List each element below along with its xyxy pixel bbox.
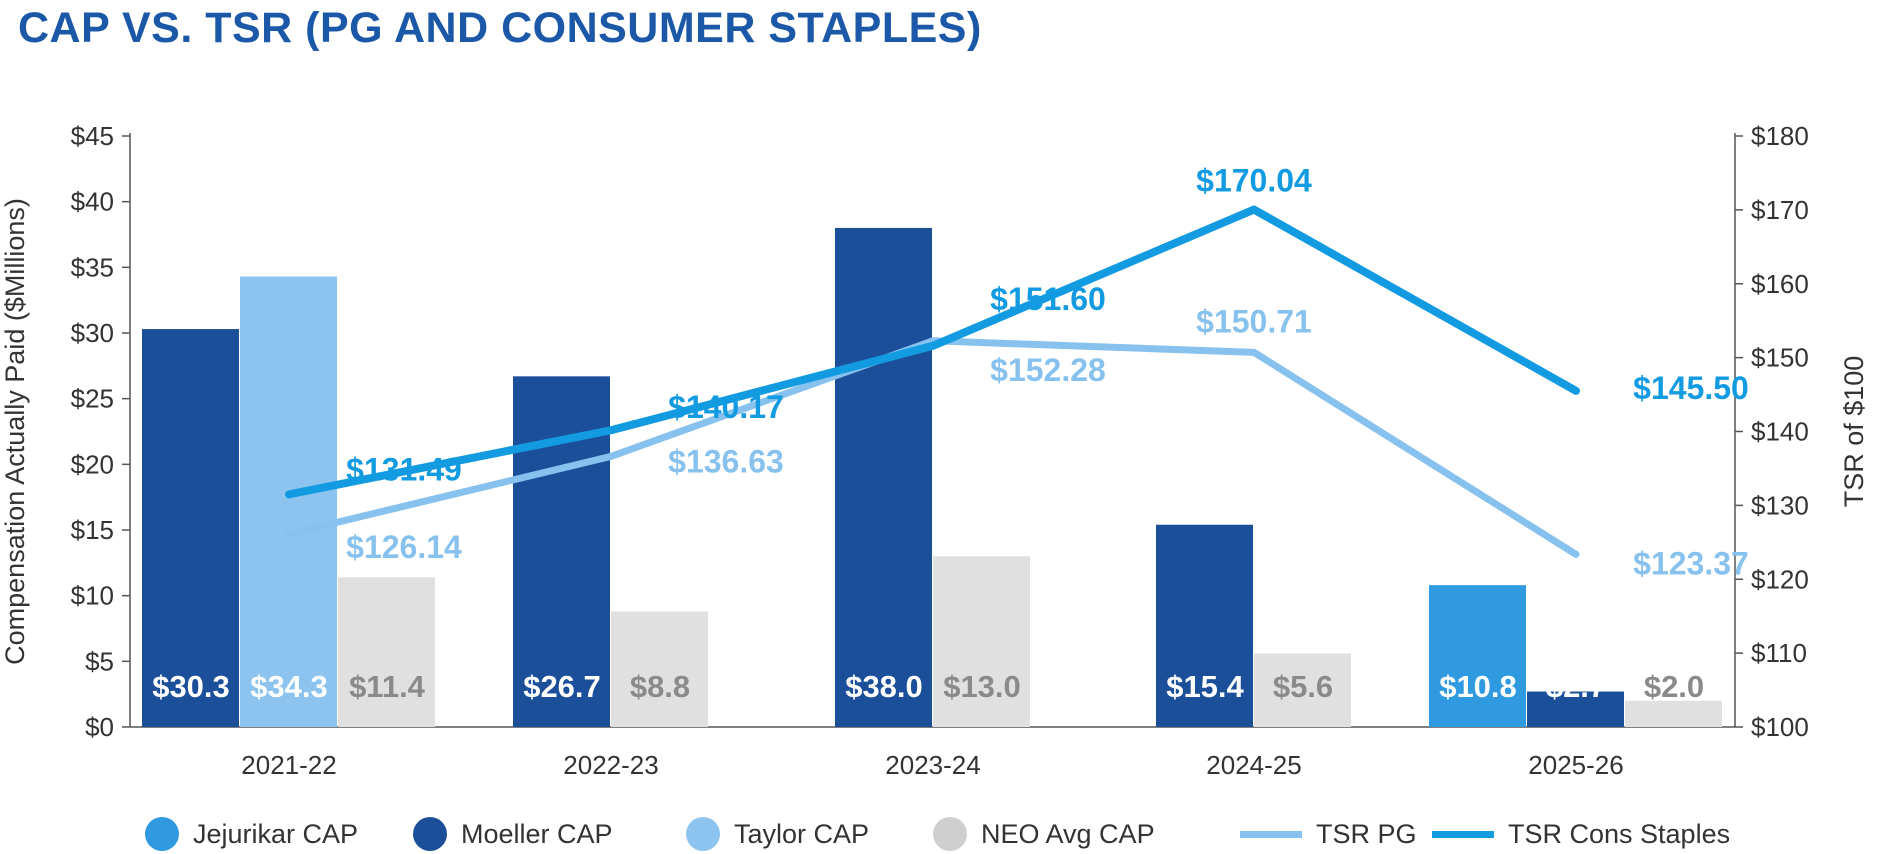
bar-neo-avg <box>338 577 435 727</box>
line-data-label-tsr-cons-staples: $131.49 <box>346 451 462 487</box>
left-axis-tick-label: $15 <box>71 515 114 545</box>
right-axis-tick-label: $120 <box>1751 564 1809 594</box>
legend-swatch-moeller <box>413 817 447 851</box>
legend-item-taylor: Taylor CAP <box>686 814 869 854</box>
left-axis-tick-label: $45 <box>71 121 114 151</box>
right-axis-tick-label: $140 <box>1751 417 1809 447</box>
legend-swatch-taylor <box>686 817 720 851</box>
bar-value-label-moeller: $38.0 <box>845 669 923 704</box>
legend-swatch-tsr-cons-staples <box>1432 830 1494 838</box>
chart-title: CAP VS. TSR (PG AND CONSUMER STAPLES) <box>18 4 982 52</box>
bar-moeller <box>142 329 239 727</box>
legend-label-taylor: Taylor CAP <box>734 818 870 849</box>
right-axis-tick-label: $130 <box>1751 490 1809 520</box>
x-axis-category-label: 2024-25 <box>1206 750 1301 780</box>
cap-vs-tsr-chart: $0 $5 $10 $15 $20 $25 $30 $35 $40 $45 $100 $110 $120… <box>0 121 1869 780</box>
left-axis-tick-label: $5 <box>85 646 114 676</box>
bar-value-label-neo-avg: $5.6 <box>1273 669 1333 704</box>
bar-value-label-neo-avg: $11.4 <box>349 669 426 704</box>
bar-value-label-neo-avg: $8.8 <box>630 669 690 704</box>
line-tsr-pg <box>285 337 1580 558</box>
bar-neo-avg <box>611 611 708 727</box>
left-axis-tick-label: $40 <box>71 187 114 217</box>
legend-label-moeller: Moeller CAP <box>461 818 613 849</box>
left-axis-title: Compensation Actually Paid ($Millions) <box>0 198 30 665</box>
line-data-label-tsr-pg: $152.28 <box>990 352 1106 388</box>
bar-neo-avg <box>933 556 1030 727</box>
bar-value-label-neo-avg: $2.0 <box>1644 669 1704 704</box>
legend-swatch-neo-avg <box>933 817 967 851</box>
bar-value-label-moeller: $15.4 <box>1166 669 1244 704</box>
legend-item-tsr-cons-staples: TSR Cons Staples <box>1432 814 1730 854</box>
line-data-label-tsr-cons-staples: $151.60 <box>990 281 1106 317</box>
legend-label-neo-avg: NEO Avg CAP <box>981 818 1155 849</box>
legend-item-tsr-pg: TSR PG <box>1240 814 1417 854</box>
bar-moeller <box>1527 691 1624 727</box>
line-data-label-tsr-pg: $150.71 <box>1196 303 1312 339</box>
x-axis-category-label: 2025-26 <box>1528 750 1623 780</box>
right-axis-tick-label: $110 <box>1751 638 1807 668</box>
legend-item-jejurikar: Jejurikar CAP <box>145 814 358 854</box>
legend-label-jejurikar: Jejurikar CAP <box>193 818 359 849</box>
legend-swatch-tsr-pg <box>1240 830 1302 838</box>
right-axis-title: TSR of $100 <box>1839 356 1869 508</box>
bar-value-label-moeller: $26.7 <box>523 669 601 704</box>
left-axis-tick-label: $30 <box>71 318 114 348</box>
bar-taylor <box>240 276 337 727</box>
bar-neo-avg <box>1625 700 1722 727</box>
legend-swatch-jejurikar <box>145 817 179 851</box>
bar-jejurikar <box>1429 585 1526 727</box>
legend-label-tsr-pg: TSR PG <box>1316 818 1417 849</box>
left-axis-tick-label: $10 <box>71 581 114 611</box>
line-tsr-cons-staples <box>285 205 1580 499</box>
left-axis-tick-label: $35 <box>71 252 114 282</box>
line-data-label-tsr-pg: $126.14 <box>346 529 462 565</box>
right-axis-tick-label: $150 <box>1751 343 1809 373</box>
line-data-label-tsr-pg: $136.63 <box>668 443 784 479</box>
right-axis-tick-label: $180 <box>1751 121 1809 151</box>
x-axis-category-label: 2023-24 <box>885 750 980 780</box>
left-axis-tick-label: $25 <box>71 384 114 414</box>
line-data-label-tsr-cons-staples: $145.50 <box>1633 370 1749 406</box>
line-data-label-tsr-pg: $123.37 <box>1633 545 1749 581</box>
bar-moeller <box>1156 524 1253 727</box>
left-axis-tick-label: $20 <box>71 449 114 479</box>
right-axis-tick-label: $160 <box>1751 269 1809 299</box>
bar-value-label-moeller: $30.3 <box>152 669 230 704</box>
bar-value-label-jejurikar: $10.8 <box>1439 669 1517 704</box>
bar-moeller <box>835 227 932 727</box>
line-data-label-tsr-cons-staples: $140.17 <box>668 389 784 425</box>
legend-item-neo-avg: NEO Avg CAP <box>933 814 1155 854</box>
x-axis-category-label: 2021-22 <box>241 750 336 780</box>
bar-value-label-taylor: $34.3 <box>250 669 328 704</box>
legend-label-tsr-cons-staples: TSR Cons Staples <box>1508 818 1731 849</box>
right-axis-tick-label: $100 <box>1751 712 1809 742</box>
bar-value-label-moeller: $2.7 <box>1546 669 1606 704</box>
chart-legend: Jejurikar CAP Moeller CAP Taylor CAP NEO… <box>0 814 1884 854</box>
legend-item-moeller: Moeller CAP <box>413 814 613 854</box>
line-data-label-tsr-cons-staples: $170.04 <box>1196 163 1312 199</box>
bar-neo-avg <box>1254 653 1351 727</box>
right-axis-tick-label: $170 <box>1751 195 1809 225</box>
left-axis-tick-label: $0 <box>85 712 114 742</box>
x-axis-category-label: 2022-23 <box>563 750 658 780</box>
bar-value-label-neo-avg: $13.0 <box>943 669 1021 704</box>
